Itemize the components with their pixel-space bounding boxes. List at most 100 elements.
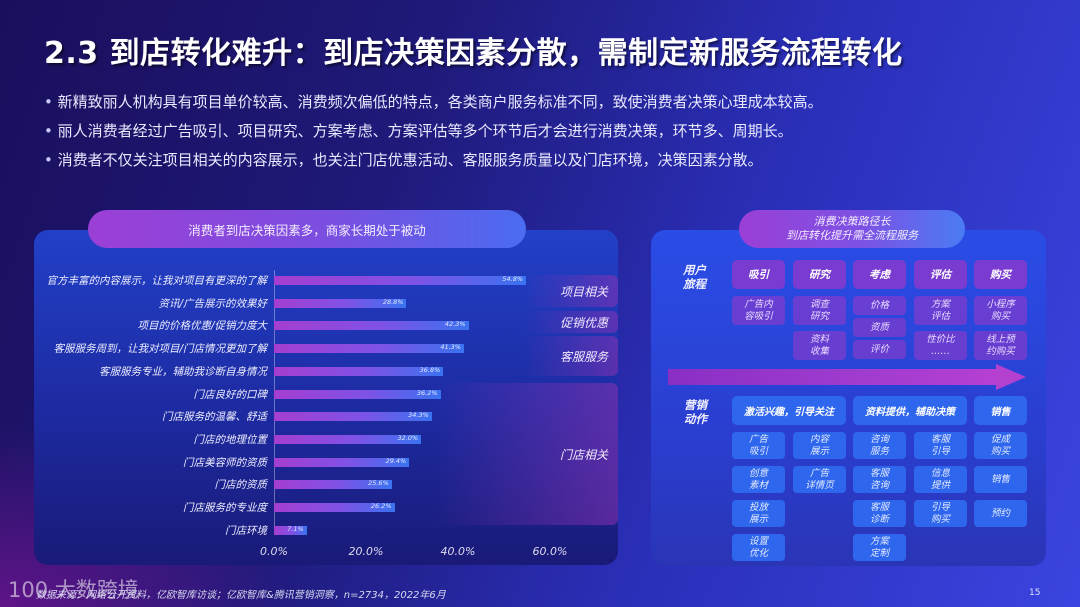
bar-row: 客服服务周到，让我对项目/门店情况更加了解 41.3% xyxy=(34,338,618,360)
bar-label: 门店良好的口碑 xyxy=(193,388,268,401)
bar-value-label: 54.8% xyxy=(502,275,524,283)
bar: 36.2% xyxy=(274,389,441,399)
bar-value-label: 26.2% xyxy=(370,502,392,510)
group-promotion: 促销优惠 xyxy=(524,311,618,333)
bar-track: 28.8% xyxy=(274,297,407,310)
bar-label: 门店美容师的资质 xyxy=(183,456,267,469)
group-service: 客服服务 xyxy=(524,336,618,376)
stage-box: 评估 xyxy=(914,260,967,289)
action-decision: 资料提供，辅助决策 xyxy=(853,396,967,425)
action-sales: 销售 xyxy=(974,396,1027,425)
journey-detail: 资料 收集 xyxy=(793,331,846,360)
marketing-detail: 广告 详情页 xyxy=(793,466,846,493)
x-tick: 40.0% xyxy=(440,545,476,558)
action-interest: 激活兴趣，引导关注 xyxy=(732,396,846,425)
user-journey-label: 用户 旅程 xyxy=(683,263,706,291)
x-tick: 20.0% xyxy=(348,545,384,558)
bar-row: 门店美容师的资质 29.4% xyxy=(34,452,618,474)
bar-track: 7.1% xyxy=(274,525,307,537)
group-store: 门店相关 xyxy=(434,383,618,525)
bar-track: 41.3% xyxy=(274,343,464,355)
marketing-detail: 投放 展示 xyxy=(732,500,785,527)
bar-value-label: 28.8% xyxy=(382,297,404,306)
bar-track: 42.3% xyxy=(274,320,469,332)
marketing-detail: 销售 xyxy=(974,466,1027,493)
marketing-detail: 方案 定制 xyxy=(853,534,906,561)
bar-label: 项目的价格优惠/促销力度大 xyxy=(137,320,267,333)
bar: 29.4% xyxy=(274,457,410,467)
bar-label: 门店服务的专业度 xyxy=(183,502,267,514)
x-tick: 0.0% xyxy=(260,545,288,558)
flow-arrow-head xyxy=(996,364,1026,390)
bar-row: 门店服务的专业度 26.2% xyxy=(34,497,618,519)
marketing-detail: 广告 吸引 xyxy=(732,432,785,459)
journey-detail: 小程序 购买 xyxy=(974,296,1027,325)
x-tick: 60.0% xyxy=(532,545,568,558)
bar-row: 客服服务专业，辅助我诊断自身情况 36.8% xyxy=(34,361,618,383)
bar: 41.3% xyxy=(274,343,464,354)
journey-detail: 方案 评估 xyxy=(914,296,967,325)
bar-track: 29.4% xyxy=(274,457,410,469)
bar: 34.3% xyxy=(274,411,432,422)
bar: 36.8% xyxy=(274,365,444,376)
journey-detail: 线上预 约购买 xyxy=(974,331,1027,360)
bar-label: 客服服务周到，让我对项目/门店情况更加了解 xyxy=(53,343,267,356)
marketing-detail: 引导 购买 xyxy=(914,500,967,527)
marketing-detail: 客服 咨询 xyxy=(853,466,906,493)
bar-label: 客服服务专业，辅助我诊断自身情况 xyxy=(99,365,267,378)
bullet-list: 新精致丽人机构具有项目单价较高、消费频次偏低的特点，各类商户服务标准不同，致使消… xyxy=(44,88,823,175)
bar-row: 门店良好的口碑 36.2% xyxy=(34,384,618,406)
bar-label: 门店服务的温馨、舒适 xyxy=(162,411,267,424)
y-axis-line xyxy=(274,270,275,535)
bar-value-label: 41.3% xyxy=(440,343,461,352)
bar-row: 项目的价格优惠/促销力度大 42.3% xyxy=(34,315,618,337)
flow-arrow-shaft xyxy=(668,369,998,385)
bar: 7.1% xyxy=(274,524,307,535)
bar-label: 门店的资质 xyxy=(214,479,268,492)
marketing-detail: 客服 诊断 xyxy=(853,500,906,527)
page-number: 15 xyxy=(1029,588,1041,598)
bar-value-label: 36.8% xyxy=(419,365,441,374)
journey-detail: 调查 研究 xyxy=(793,296,846,325)
bar-value-label: 34.3% xyxy=(408,411,429,420)
right-panel-header: 消费决策路径长 到店转化提升需全流程服务 xyxy=(739,210,965,248)
stage-box: 考虑 xyxy=(853,260,906,289)
bar-track: 32.0% xyxy=(274,433,422,446)
marketing-detail: 创意 素材 xyxy=(732,466,785,493)
data-source: 数据来源：网络公开资料，亿欧智库访谈；亿欧智库&腾讯营销洞察，n=2734，20… xyxy=(36,590,446,601)
marketing-detail: 促成 购买 xyxy=(974,432,1027,459)
bar-value-label: 32.0% xyxy=(397,433,419,442)
bar: 25.6% xyxy=(274,479,392,490)
group-project: 项目相关 xyxy=(524,275,618,307)
marketing-detail: 客服 引导 xyxy=(914,432,967,459)
bar-row: 门店环境 7.1% xyxy=(34,520,618,542)
bar-value-label: 7.1% xyxy=(287,524,304,533)
bar-value-label: 42.3% xyxy=(444,320,466,329)
bar-label: 官方丰富的内容展示，让我对项目有更深的了解 xyxy=(46,275,268,287)
bar: 54.8% xyxy=(274,275,527,285)
bar-row: 门店的地理位置 32.0% xyxy=(34,429,618,451)
marketing-detail: 咨询 服务 xyxy=(853,432,906,459)
bar-chart: 项目相关 促销优惠 客服服务 门店相关 0.0% 20.0% 40.0% 60.… xyxy=(34,270,618,570)
bar: 28.8% xyxy=(274,297,407,308)
marketing-detail: 设置 优化 xyxy=(732,534,785,561)
journey-detail: 价格 xyxy=(853,296,906,315)
bar-label: 资讯/广告展示的效果好 xyxy=(158,297,267,310)
bar-row: 官方丰富的内容展示，让我对项目有更深的了解 54.8% xyxy=(34,270,618,292)
stage-box: 吸引 xyxy=(732,260,785,289)
bar-label: 门店的地理位置 xyxy=(193,433,268,446)
bar-track: 25.6% xyxy=(274,479,392,491)
bar-track: 54.8% xyxy=(274,275,527,287)
marketing-detail: 内容 展示 xyxy=(793,432,846,459)
bar: 32.0% xyxy=(274,433,422,444)
journey-detail: 性价比…… xyxy=(914,331,967,360)
bar-row: 门店服务的温馨、舒适 34.3% xyxy=(34,406,618,428)
stage-box: 购买 xyxy=(974,260,1027,289)
marketing-detail: 信息 提供 xyxy=(914,466,967,493)
bullet-item: 消费者不仅关注项目相关的内容展示，也关注门店优惠活动、客服服务质量以及门店环境，… xyxy=(44,146,823,175)
journey-detail: 资质 xyxy=(853,318,906,337)
marketing-detail: 预约 xyxy=(974,500,1027,527)
bar: 42.3% xyxy=(274,320,469,331)
bar-track: 34.3% xyxy=(274,411,432,423)
journey-detail: 评价 xyxy=(853,340,906,359)
